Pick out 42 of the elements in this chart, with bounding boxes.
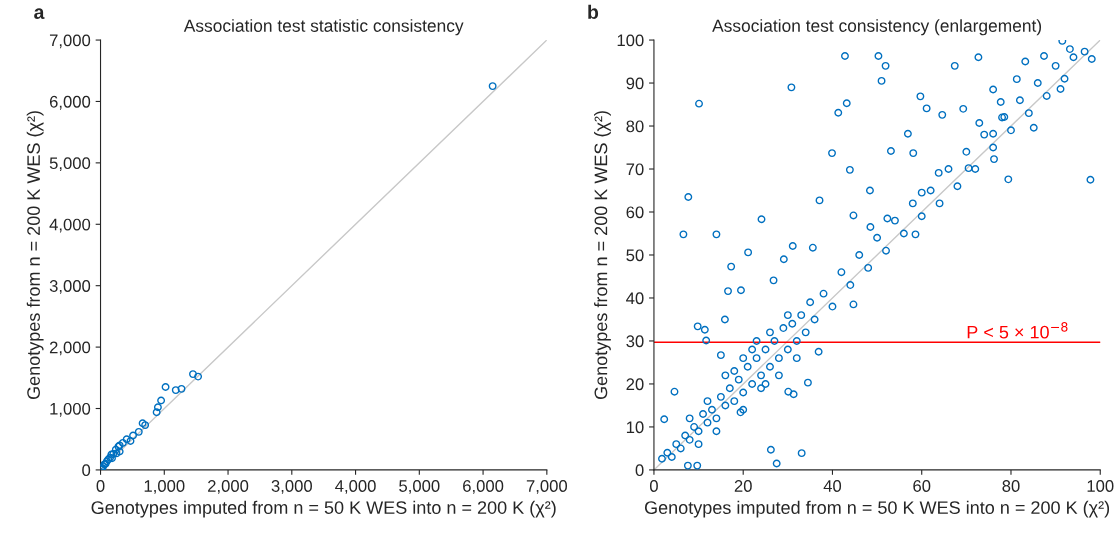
x-tick-label: 6,000 — [463, 480, 504, 494]
y-tick-label: 80 — [626, 120, 644, 133]
y-tick-label: 2,000 — [49, 341, 91, 356]
chart-title: Association test consistency (enlargement) — [712, 19, 1042, 36]
x-tick-label: 2,000 — [208, 480, 249, 494]
text: a — [34, 8, 45, 20]
y-tick-label: 100 — [617, 34, 644, 47]
y-axis-title: Genotypes from n = 200 K WES (χ²) — [26, 111, 44, 400]
x-tick-label: 1,000 — [144, 480, 185, 494]
x-tick-label: 0 — [649, 480, 658, 492]
x-tick-label: 40 — [823, 480, 842, 492]
y-tick-label: 60 — [626, 206, 644, 219]
x-tick-label: 5,000 — [399, 480, 440, 494]
y-tick-label: 50 — [626, 249, 644, 262]
y-tick-label: 3,000 — [49, 280, 91, 294]
x-tick-label: 4,000 — [335, 480, 376, 494]
y-tick-label: 30 — [626, 335, 644, 348]
y-tick-label: 5,000 — [49, 157, 91, 172]
ref-line-label: P < 5 × 10$^{−8}$ — [967, 322, 1068, 339]
y-axis-title: Genotypes from n = 200 K WES (χ²) — [594, 111, 611, 400]
x-tick-label: 80 — [1002, 480, 1020, 492]
y-tick-label: 1,000 — [50, 402, 91, 417]
y-tick-label: 90 — [626, 77, 644, 90]
y-tick-label: 6,000 — [49, 95, 91, 110]
x-tick-label: 7,000 — [526, 480, 568, 494]
y-tick-label: 40 — [626, 292, 644, 305]
y-tick-label: 0 — [82, 464, 91, 477]
x-axis-title: Genotypes imputed from n = 50 K WES into n = 200 K (χ²) — [644, 500, 1110, 518]
chart-title: Association test statistic consistency — [183, 19, 464, 36]
text: b — [588, 4, 599, 20]
y-tick-label: 7,000 — [49, 34, 91, 49]
y-tick-label: 10 — [626, 421, 644, 434]
x-tick-label: 20 — [734, 480, 752, 492]
x-tick-label: 100 — [1087, 480, 1114, 492]
x-axis-title: Genotypes imputed from n = 50 K WES into n = 200 K (χ²) — [91, 500, 556, 518]
x-tick-label: 0 — [96, 480, 105, 492]
y-tick-label: 20 — [626, 378, 644, 391]
x-tick-label: 60 — [913, 480, 931, 492]
y-tick-label: 0 — [635, 464, 644, 477]
x-tick-label: 3,000 — [271, 480, 313, 494]
y-tick-label: 4,000 — [49, 218, 91, 233]
y-tick-label: 70 — [626, 163, 644, 176]
